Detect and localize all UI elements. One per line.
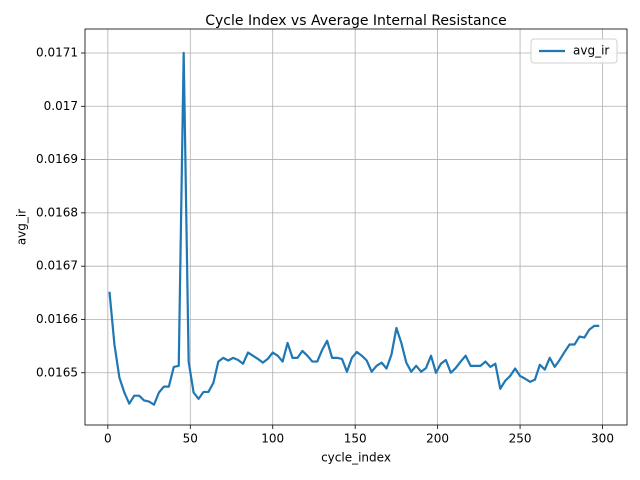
y-tick-label: 0.017 (44, 99, 78, 113)
x-axis-label: cycle_index (321, 451, 391, 465)
x-tick-label: 0 (104, 432, 112, 446)
y-tick-label: 0.0169 (36, 152, 78, 166)
x-tick-label: 250 (509, 432, 532, 446)
y-tick-label: 0.0166 (36, 312, 78, 326)
plot-frame (84, 28, 628, 426)
y-tick-label: 0.0168 (36, 205, 78, 219)
x-tick-label: 150 (344, 432, 367, 446)
x-tick-label: 200 (426, 432, 449, 446)
legend-box (530, 38, 618, 64)
legend-label: avg_ir (573, 44, 609, 58)
data-line (108, 51, 600, 406)
y-tick-label: 0.0171 (36, 45, 78, 59)
y-tick-label: 0.0165 (36, 365, 78, 379)
chart-title: Cycle Index vs Average Internal Resistan… (205, 13, 507, 29)
x-tick-label: 50 (183, 432, 198, 446)
x-tick-label: 100 (261, 432, 284, 446)
y-axis-label: avg_ir (15, 209, 29, 245)
x-tick-label: 300 (591, 432, 614, 446)
y-tick-label: 0.0167 (36, 259, 78, 273)
